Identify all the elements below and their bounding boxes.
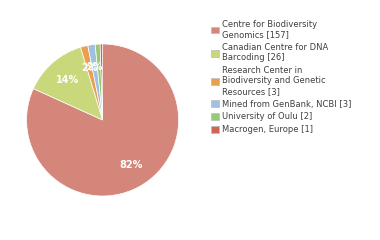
Wedge shape <box>27 44 179 196</box>
Wedge shape <box>100 44 103 120</box>
Text: 82%: 82% <box>120 160 143 170</box>
Text: 2%: 2% <box>81 63 98 73</box>
Wedge shape <box>81 45 103 120</box>
Wedge shape <box>95 44 103 120</box>
Legend: Centre for Biodiversity
Genomics [157], Canadian Centre for DNA
Barcoding [26], : Centre for Biodiversity Genomics [157], … <box>211 20 352 134</box>
Text: 2%: 2% <box>87 62 103 72</box>
Text: 14%: 14% <box>56 75 79 85</box>
Wedge shape <box>33 47 103 120</box>
Wedge shape <box>88 44 103 120</box>
